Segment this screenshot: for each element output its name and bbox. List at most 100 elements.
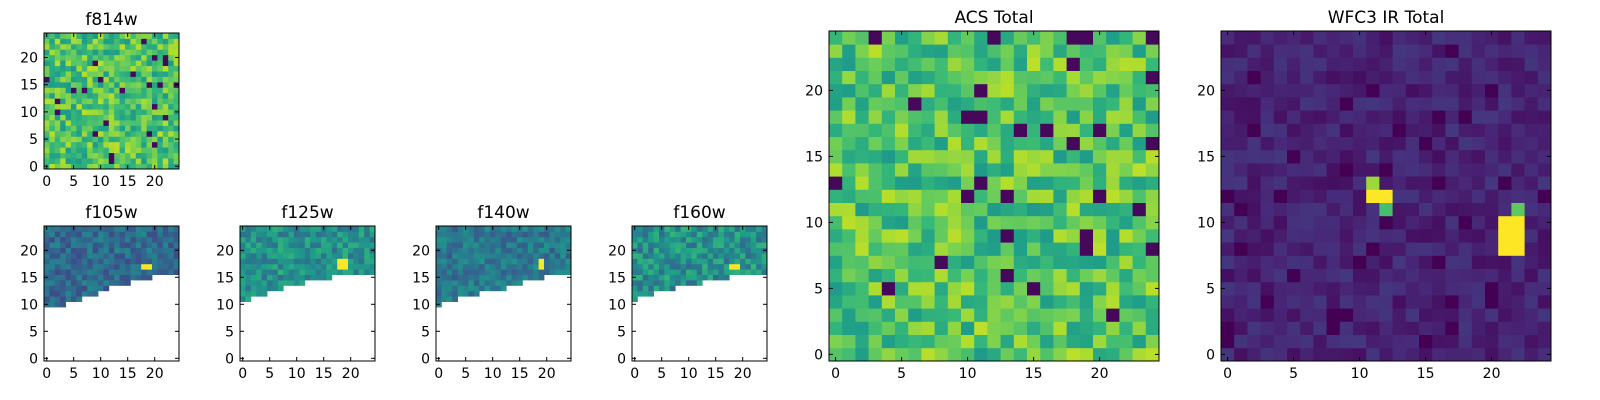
heatmap-cell — [267, 274, 273, 281]
heatmap-cell — [125, 130, 131, 137]
heatmap-cell — [895, 242, 909, 256]
heatmap-cell — [288, 236, 295, 243]
heatmap-cell — [829, 334, 843, 349]
heatmap-cell — [76, 81, 83, 88]
heatmap-cell — [157, 263, 164, 270]
heatmap-cell — [1000, 215, 1015, 230]
heatmap-cell — [125, 60, 131, 67]
heatmap-cell — [65, 49, 72, 56]
heatmap-cell — [1145, 123, 1160, 137]
heatmap-cell — [648, 290, 654, 297]
heatmap-cell — [141, 81, 147, 88]
heatmap-cell — [1471, 308, 1486, 322]
heatmap-cell — [288, 280, 295, 286]
heatmap-cell — [473, 247, 480, 254]
heatmap-cell — [740, 242, 746, 248]
heatmap-cell — [522, 226, 529, 232]
heatmap-cell — [895, 83, 909, 98]
heatmap-cell — [1221, 123, 1235, 137]
heatmap-cell — [60, 290, 66, 297]
heatmap-cell — [517, 263, 523, 270]
heatmap-cell — [987, 202, 1001, 217]
heatmap-cell — [484, 263, 491, 270]
heatmap-cell — [125, 147, 131, 154]
heatmap-cell — [473, 242, 480, 248]
heatmap-cell — [108, 263, 115, 270]
heatmap-cell — [1313, 44, 1327, 58]
heatmap-cell — [1366, 70, 1380, 85]
heatmap-cell — [1300, 295, 1314, 309]
heatmap-cell — [76, 60, 83, 67]
heatmap-cell — [987, 229, 1001, 243]
heatmap-cell — [707, 226, 714, 232]
heatmap-cell — [1132, 242, 1147, 256]
heatmap-cell — [1313, 110, 1327, 124]
heatmap-cell — [947, 202, 962, 217]
heatmap-cell — [961, 242, 975, 256]
heatmap-cell — [267, 269, 273, 275]
heatmap-cell — [130, 114, 137, 121]
heatmap-cell — [468, 226, 475, 232]
heatmap-cell — [353, 242, 360, 248]
heatmap-cell — [637, 242, 644, 248]
heatmap-cell — [1221, 83, 1235, 98]
heatmap-cell — [152, 269, 158, 275]
heatmap-cell — [103, 136, 110, 143]
heatmap-cell — [98, 98, 104, 105]
heatmap-cell — [1445, 308, 1459, 322]
heatmap-cell — [1339, 57, 1354, 71]
heatmap-cell — [173, 98, 180, 105]
heatmap-cell — [1247, 255, 1261, 269]
heatmap-cell — [1405, 202, 1420, 217]
heatmap-cell — [829, 176, 843, 190]
heatmap-cell — [1326, 268, 1341, 283]
heatmap-cell — [1339, 334, 1354, 349]
heatmap-cell — [162, 38, 169, 45]
heatmap-cell — [1498, 97, 1512, 111]
heatmap-cell — [1313, 163, 1327, 177]
heatmap-cell — [1485, 97, 1499, 111]
heatmap-cell — [947, 295, 962, 309]
heatmap-cell — [87, 92, 93, 99]
heatmap-cell — [65, 226, 72, 232]
heatmap-cell — [527, 231, 534, 238]
heatmap-cell — [87, 103, 93, 110]
heatmap-cell — [71, 280, 77, 286]
heatmap-cell — [1066, 136, 1081, 151]
heatmap-cell — [1537, 242, 1552, 256]
heatmap-cell — [125, 136, 131, 143]
heatmap-cell — [81, 49, 88, 56]
heatmap-cell — [119, 226, 126, 232]
heatmap-cell — [934, 347, 949, 362]
heatmap-cell — [1524, 176, 1539, 190]
heatmap-cell — [98, 263, 104, 270]
heatmap-cell — [1511, 334, 1525, 349]
heatmap-cell — [495, 269, 502, 275]
heatmap-cell — [452, 253, 458, 259]
heatmap-cell — [974, 31, 988, 45]
heatmap-cell — [125, 274, 131, 281]
heatmap-cell — [637, 285, 644, 292]
heatmap-cell — [157, 81, 164, 88]
heatmap-cell — [1339, 70, 1354, 85]
heatmap-cell — [908, 97, 922, 111]
heatmap-cell — [463, 258, 469, 265]
heatmap-cell — [135, 130, 142, 137]
heatmap-cell — [60, 226, 66, 232]
heatmap-cell — [1247, 110, 1261, 124]
heatmap-cell — [315, 226, 322, 232]
heatmap-cell — [146, 158, 153, 164]
heatmap-cell — [1524, 57, 1539, 71]
heatmap-cell — [250, 226, 257, 232]
heatmap-cell — [533, 263, 539, 270]
heatmap-cell — [146, 247, 153, 254]
heatmap-cell — [272, 285, 279, 292]
heatmap-cell — [114, 120, 120, 126]
heatmap-cell — [119, 136, 126, 143]
heatmap-cell — [1326, 123, 1341, 137]
heatmap-cell — [881, 31, 896, 45]
heatmap-cell — [119, 258, 126, 265]
heatmap-cell — [173, 236, 180, 243]
heatmap-cell — [723, 274, 730, 281]
